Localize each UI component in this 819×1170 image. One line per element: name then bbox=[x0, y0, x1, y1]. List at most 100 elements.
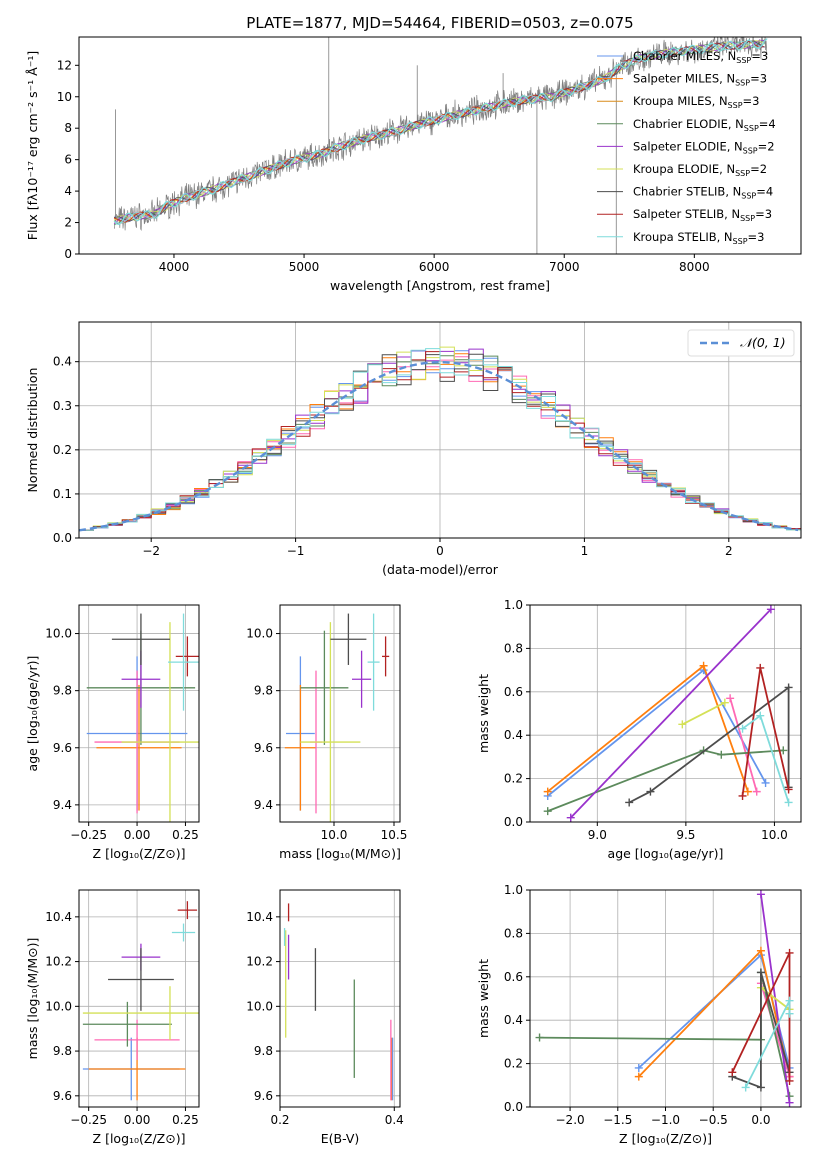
y-tick-label: 10.2 bbox=[246, 955, 273, 969]
chart-age_vs_mass: 10.0 10.5 9.4 9.6 9.8 10.0 mass [log₁₀(M/M⊙)] bbox=[246, 604, 408, 861]
x-tick-label: 1 bbox=[581, 544, 589, 558]
y-tick-label: 9.8 bbox=[254, 1044, 273, 1058]
chart-residuals: −2 −1 0 1 2 0.0 0.1 0.2 0.3 0.4 (data-model)/error… bbox=[25, 321, 802, 577]
axes-frame bbox=[529, 604, 802, 823]
plot-area bbox=[113, 37, 768, 254]
y-axis-label: mass weight bbox=[476, 959, 491, 1038]
y-tick-label: 9.6 bbox=[254, 1089, 273, 1103]
x-tick-label: 0.25 bbox=[172, 828, 199, 842]
weight-marker bbox=[785, 1098, 794, 1107]
weight-marker bbox=[756, 890, 765, 899]
residual-histogram bbox=[79, 348, 801, 531]
x-tick-label: −1.5 bbox=[603, 1113, 632, 1127]
x-tick-label: −0.25 bbox=[70, 828, 107, 842]
weight-marker bbox=[779, 746, 788, 755]
weight-line bbox=[539, 972, 791, 1097]
y-tick-label: 9.8 bbox=[53, 1044, 72, 1058]
weight-marker bbox=[785, 1076, 794, 1085]
y-axis-label: mass weight bbox=[476, 674, 491, 753]
errorbar-point bbox=[352, 650, 372, 708]
y-tick-label: 0.4 bbox=[504, 1013, 523, 1027]
weight-series bbox=[543, 666, 770, 800]
plots-group: 4000 5000 6000 7000 8000024681012wavelength … bbox=[25, 36, 802, 1146]
weight-marker bbox=[634, 1063, 643, 1072]
errorbar-point bbox=[108, 948, 174, 1011]
legend-box bbox=[687, 329, 795, 357]
y-tick-label: 10.0 bbox=[45, 627, 72, 641]
y-tick-label: 0.2 bbox=[504, 1057, 523, 1071]
weight-series bbox=[566, 605, 775, 822]
x-tick-label: 2 bbox=[725, 544, 733, 558]
x-tick-label: −2.0 bbox=[556, 1113, 585, 1127]
x-tick-label: 9.0 bbox=[588, 828, 607, 842]
weight-marker bbox=[741, 1083, 750, 1092]
y-tick-label: 9.8 bbox=[53, 684, 72, 698]
y-tick-label: 0.0 bbox=[504, 815, 523, 829]
x-axis-label: wavelength [Angstrom, rest frame] bbox=[330, 278, 550, 293]
y-tick-label: 9.4 bbox=[254, 798, 273, 812]
weight-series bbox=[535, 968, 794, 1101]
x-tick-label: −0.25 bbox=[70, 1113, 107, 1127]
errorbar-point bbox=[284, 684, 316, 811]
y-tick-label: 0.8 bbox=[504, 926, 523, 940]
axes-frame bbox=[78, 36, 802, 255]
weight-line bbox=[628, 685, 790, 804]
weight-series bbox=[543, 746, 788, 816]
weight-marker bbox=[634, 1072, 643, 1081]
legend-label: Salpeter MILES, NSSP=3 bbox=[633, 72, 767, 88]
y-tick-label: 2 bbox=[64, 216, 72, 230]
chart-mass_vs_ebv: 0.2 0.4 9.6 9.8 10.0 10.2 10.4 E(B-V) bbox=[246, 889, 404, 1146]
x-tick-label: 0 bbox=[436, 544, 444, 558]
y-tick-label: 10.4 bbox=[246, 910, 273, 924]
weight-series bbox=[728, 948, 794, 1085]
x-tick-label: −1 bbox=[287, 544, 305, 558]
plot-area bbox=[283, 903, 394, 1101]
y-tick-label: 0.6 bbox=[504, 970, 523, 984]
weight-line bbox=[638, 948, 791, 1078]
errorbar-point bbox=[382, 636, 390, 677]
x-tick-label: 0.2 bbox=[270, 1113, 289, 1127]
y-axis-label: age [log₁₀(age/yr)] bbox=[25, 656, 40, 772]
y-tick-label: 12 bbox=[57, 58, 72, 72]
x-tick-label: 4000 bbox=[159, 260, 190, 274]
errorbar-point bbox=[367, 613, 380, 711]
chart-mass_vs_Z: −0.25 0.00 0.25 9.6 9.8 10.0 10.2 10.4 Z [log₁₀(… bbox=[25, 889, 200, 1146]
axes-frame bbox=[78, 889, 200, 1108]
y-tick-label: 9.6 bbox=[254, 741, 273, 755]
weight-series bbox=[726, 694, 761, 796]
y-tick-label: 8 bbox=[64, 121, 72, 135]
y-tick-label: 9.8 bbox=[254, 684, 273, 698]
y-axis-label: Flux [fλ10⁻¹⁷ erg cm⁻² s⁻¹ Å⁻¹] bbox=[25, 51, 40, 240]
weight-marker bbox=[566, 813, 575, 822]
y-tick-label: 0.4 bbox=[504, 728, 523, 742]
y-tick-label: 10.4 bbox=[45, 910, 72, 924]
errorbar-point bbox=[175, 636, 199, 677]
weight-line bbox=[547, 749, 784, 812]
weight-series bbox=[678, 698, 729, 729]
figure-title: PLATE=1877, MJD=54464, FIBERID=0503, z=0… bbox=[246, 14, 633, 32]
x-tick-label: 0.0 bbox=[751, 1113, 770, 1127]
weight-marker bbox=[678, 720, 687, 729]
x-tick-label: 9.5 bbox=[676, 828, 695, 842]
axes-frame bbox=[78, 604, 200, 823]
weight-marker bbox=[720, 698, 729, 707]
x-tick-label: 5000 bbox=[289, 260, 320, 274]
weight-marker bbox=[756, 968, 765, 977]
weight-line bbox=[731, 972, 791, 1089]
axes-frame bbox=[279, 604, 401, 823]
chart-age_vs_Z: −0.25 0.00 0.25 9.4 9.6 9.8 10.0 Z [log₁₀(Z/Z⊙)… bbox=[25, 604, 200, 861]
plot-area bbox=[284, 613, 390, 822]
y-tick-label: 0.1 bbox=[53, 487, 72, 501]
weight-series bbox=[738, 663, 793, 800]
legend-label: Kroupa MILES, NSSP=3 bbox=[633, 94, 759, 110]
weight-series bbox=[741, 996, 794, 1092]
legend-label: Kroupa STELIB, NSSP=3 bbox=[633, 230, 764, 246]
legend-label: Chabrier ELODIE, NSSP=4 bbox=[633, 117, 776, 133]
weight-marker bbox=[738, 791, 747, 800]
y-tick-label: 10 bbox=[57, 90, 72, 104]
errorbar-point bbox=[96, 684, 182, 811]
y-tick-label: 9.4 bbox=[53, 798, 72, 812]
y-tick-label: 1.0 bbox=[504, 883, 523, 897]
x-tick-label: 10.5 bbox=[381, 828, 408, 842]
errorbar-point bbox=[177, 901, 198, 920]
